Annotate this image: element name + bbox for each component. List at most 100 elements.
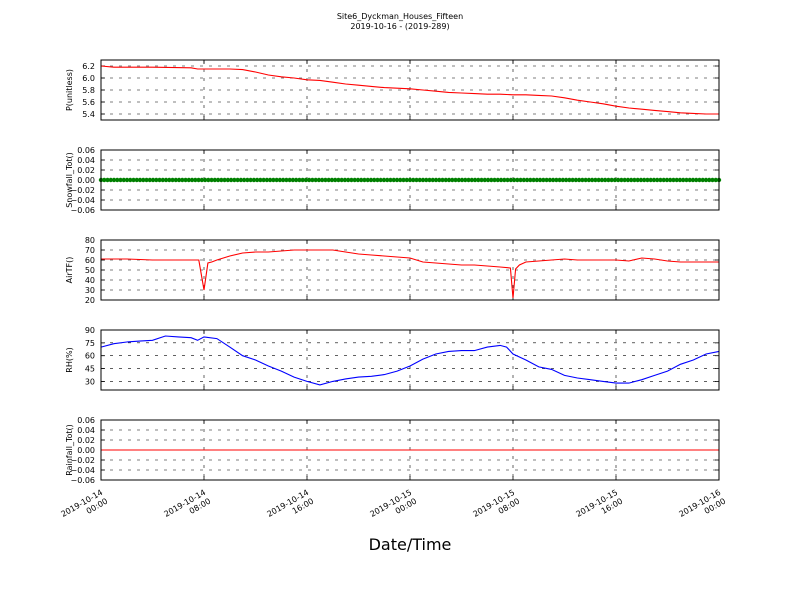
y-tick-label: 6.2: [82, 62, 95, 71]
y-tick-label: 60: [85, 256, 95, 265]
data-point: [251, 177, 257, 183]
data-point: [606, 177, 611, 183]
data-point: [482, 177, 488, 183]
data-point: [261, 177, 266, 183]
data-point: [495, 177, 501, 183]
data-point: [222, 177, 227, 183]
data-point: [144, 177, 149, 183]
data-point: [267, 177, 273, 183]
data-point: [437, 177, 442, 183]
y-tick-label: 0.04: [77, 156, 95, 165]
data-point: [206, 177, 211, 183]
data-point: [498, 177, 504, 183]
axes-frame: [100, 59, 720, 121]
y-axis-label: RH(%): [65, 347, 74, 372]
axes-frame: [100, 419, 720, 481]
data-point: [404, 177, 409, 183]
data-point: [319, 177, 325, 183]
data-point: [567, 177, 572, 183]
data-point: [105, 177, 110, 183]
data-point: [586, 177, 592, 183]
data-point: [489, 177, 494, 183]
data-point: [323, 177, 328, 183]
data-point: [362, 177, 367, 183]
y-tick-label: 90: [85, 326, 95, 335]
data-point: [440, 177, 445, 183]
data-point: [690, 177, 696, 183]
data-point: [554, 177, 559, 183]
data-point: [381, 177, 387, 183]
data-point: [641, 177, 647, 183]
y-tick-label: 0.00: [77, 446, 95, 455]
data-point: [648, 177, 653, 183]
data-point: [163, 177, 169, 183]
data-point: [547, 177, 553, 183]
data-point: [684, 177, 689, 183]
data-point: [284, 177, 289, 183]
data-point: [469, 177, 474, 183]
axes-frame: [100, 149, 720, 211]
data-point: [710, 177, 715, 183]
data-point: [625, 177, 631, 183]
series-line: [100, 335, 720, 386]
y-tick-label: 30: [85, 377, 95, 386]
data-point: [472, 177, 478, 183]
data-point: [544, 177, 549, 183]
data-point: [534, 177, 540, 183]
data-point: [528, 177, 533, 183]
data-point: [463, 177, 468, 183]
data-point: [199, 177, 205, 183]
data-point: [456, 177, 461, 183]
data-point: [336, 177, 341, 183]
data-point: [212, 177, 218, 183]
data-point: [703, 177, 709, 183]
data-point: [661, 177, 666, 183]
data-point: [365, 177, 370, 183]
data-point: [134, 177, 139, 183]
data-point: [609, 177, 614, 183]
data-point: [651, 177, 657, 183]
data-point: [378, 177, 383, 183]
data-point: [385, 177, 390, 183]
data-point: [589, 177, 595, 183]
y-tick-label: 5.8: [82, 86, 95, 95]
data-point: [219, 177, 224, 183]
data-point: [593, 177, 598, 183]
data-point: [476, 177, 481, 183]
data-point: [664, 177, 670, 183]
data-point: [414, 177, 419, 183]
data-point: [645, 177, 650, 183]
data-point: [235, 177, 240, 183]
data-point: [186, 177, 192, 183]
data-point: [346, 177, 351, 183]
data-point: [655, 177, 660, 183]
data-point: [183, 177, 188, 183]
data-point: [537, 177, 543, 183]
y-axis-label: AirTF(): [65, 257, 74, 284]
y-tick-label: −0.04: [70, 466, 95, 475]
data-point: [339, 177, 344, 183]
data-point: [271, 177, 276, 183]
data-point: [248, 177, 253, 183]
y-tick-label: 30: [85, 286, 95, 295]
data-point: [674, 177, 679, 183]
chart-subtitle: 2019-10-16 - (2019-289): [350, 22, 449, 31]
data-point: [228, 177, 234, 183]
data-point: [420, 177, 426, 183]
data-point: [108, 177, 113, 183]
data-point: [310, 177, 315, 183]
data-point: [632, 177, 637, 183]
data-point: [173, 177, 179, 183]
chart-title: Site6_Dyckman_Houses_Fifteen: [337, 12, 463, 21]
data-point: [137, 177, 143, 183]
y-tick-label: 80: [85, 236, 95, 245]
y-tick-label: 20: [85, 296, 95, 305]
data-point: [258, 177, 263, 183]
data-point: [170, 177, 175, 183]
data-point: [196, 177, 201, 183]
